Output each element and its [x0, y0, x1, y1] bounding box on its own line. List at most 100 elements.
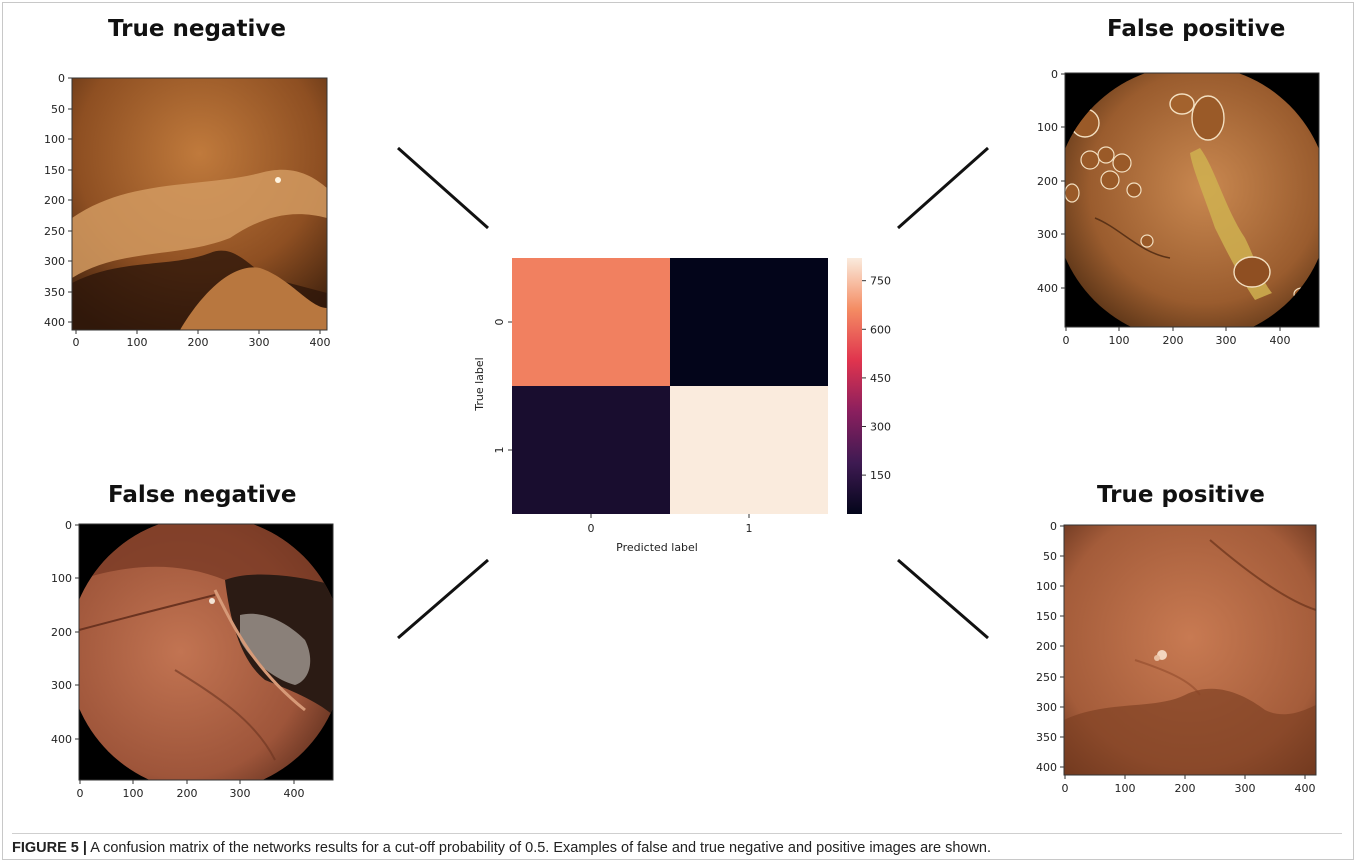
true-positive-xtick: 400	[1295, 782, 1316, 795]
true-positive-panel: 0 50 100 150 200 250 300 350 400 0 100 2…	[1036, 520, 1317, 795]
false-positive-ytick: 0	[1051, 68, 1058, 81]
false-negative-image	[78, 524, 333, 780]
false-positive-title: False positive	[1107, 16, 1286, 42]
false-positive-yticks: 0 100 200 300 400	[1037, 68, 1065, 295]
x-tick-label: 0	[588, 522, 595, 535]
caption-label: FIGURE 5 |	[12, 840, 87, 856]
connector-line-bottom-left	[397, 558, 489, 640]
false-positive-xtick: 400	[1270, 334, 1291, 347]
true-positive-title: True positive	[1097, 482, 1265, 508]
false-negative-xtick: 0	[77, 787, 84, 800]
true-negative-image	[72, 78, 327, 330]
true-negative-axes-frame	[71, 77, 328, 331]
true-positive-ytick: 100	[1036, 580, 1057, 593]
false-negative-xtick: 100	[123, 787, 144, 800]
false-negative-xticks: 0 100 200 300 400	[77, 780, 305, 800]
heatmap-cell	[512, 386, 670, 514]
false-negative-ytick: 100	[51, 572, 72, 585]
connector-line-bottom-right	[897, 558, 989, 640]
colorbar-tick-label: 600	[870, 323, 891, 336]
connector-line-top-right	[897, 146, 989, 230]
false-positive-xtick: 300	[1216, 334, 1237, 347]
false-positive-axes-frame	[1064, 72, 1320, 328]
heatmap-cell	[670, 258, 828, 386]
true-positive-xtick: 100	[1115, 782, 1136, 795]
y-tick-label: 1	[493, 447, 506, 454]
true-negative-ytick: 400	[44, 316, 65, 329]
heatmap-cell	[512, 258, 670, 386]
true-negative-ytick: 100	[44, 133, 65, 146]
true-negative-panel: 0 50 100 150 200 250 300 350 400 0 100 2…	[44, 72, 331, 349]
colorbar-tick-label: 450	[870, 372, 891, 385]
confusion-matrix-xlabel: Predicted label	[616, 541, 698, 554]
true-negative-ytick: 0	[58, 72, 65, 85]
true-negative-xtick: 400	[310, 336, 331, 349]
true-negative-ytick: 50	[51, 103, 65, 116]
true-positive-xtick: 0	[1062, 782, 1069, 795]
false-positive-xtick: 100	[1109, 334, 1130, 347]
confusion-matrix-cells	[512, 258, 828, 514]
colorbar-tick-label: 300	[870, 421, 891, 434]
true-positive-axes-frame	[1063, 524, 1317, 776]
true-negative-xtick: 300	[249, 336, 270, 349]
false-negative-xtick: 200	[177, 787, 198, 800]
true-positive-xticks: 0 100 200 300 400	[1062, 775, 1316, 795]
colorbar	[847, 258, 862, 514]
confusion-matrix-ylabel: True label	[473, 357, 486, 411]
true-positive-xtick: 300	[1235, 782, 1256, 795]
false-negative-xtick: 300	[230, 787, 251, 800]
false-negative-title: False negative	[108, 482, 297, 508]
false-positive-xtick: 0	[1063, 334, 1070, 347]
false-positive-xticks: 0 100 200 300 400	[1063, 327, 1291, 347]
false-negative-xtick: 400	[284, 787, 305, 800]
true-negative-ytick: 350	[44, 286, 65, 299]
colorbar-tick-label: 150	[870, 469, 891, 482]
true-positive-ytick: 200	[1036, 640, 1057, 653]
false-positive-ytick: 400	[1037, 282, 1058, 295]
confusion-matrix-yticks: 01	[493, 319, 512, 454]
false-negative-panel: 0 100 200 300 400 0 100 200 300 400	[51, 520, 334, 800]
true-positive-ytick: 350	[1036, 731, 1057, 744]
false-negative-ytick: 200	[51, 626, 72, 639]
false-positive-ytick: 300	[1037, 228, 1058, 241]
true-negative-xtick: 100	[127, 336, 148, 349]
figure-caption: FIGURE 5 | A confusion matrix of the net…	[12, 833, 1342, 857]
false-positive-ytick: 200	[1037, 175, 1058, 188]
true-positive-ytick: 0	[1050, 520, 1057, 533]
true-negative-ytick: 300	[44, 255, 65, 268]
connector-line-top-left	[397, 146, 489, 230]
true-positive-ytick: 400	[1036, 761, 1057, 774]
x-tick-label: 1	[746, 522, 753, 535]
true-positive-ytick: 150	[1036, 610, 1057, 623]
true-negative-xtick: 0	[73, 336, 80, 349]
true-positive-yticks: 0 50 100 150 200 250 300 350 400	[1036, 520, 1064, 774]
true-positive-xtick: 200	[1175, 782, 1196, 795]
false-positive-panel: 0 100 200 300 400 0 100 200 300 400	[1037, 68, 1320, 347]
true-positive-ytick: 50	[1043, 550, 1057, 563]
true-negative-xtick: 200	[188, 336, 209, 349]
true-negative-xticks: 0 100 200 300 400	[73, 330, 331, 349]
true-negative-ytick: 200	[44, 194, 65, 207]
heatmap-cell	[670, 386, 828, 514]
false-negative-ytick: 0	[65, 520, 72, 532]
colorbar-ticks: 150 300 450 600 750	[862, 275, 891, 482]
false-negative-axes-frame	[78, 523, 334, 781]
true-positive-ytick: 300	[1036, 701, 1057, 714]
caption-text: A confusion matrix of the networks resul…	[86, 840, 992, 856]
true-positive-ytick: 250	[1036, 671, 1057, 684]
true-positive-image	[1064, 525, 1317, 775]
colorbar-tick-label: 750	[870, 275, 891, 288]
true-negative-ytick: 250	[44, 225, 65, 238]
false-positive-image	[1064, 73, 1319, 327]
true-negative-yticks: 0 50 100 150 200 250 300 350 400	[44, 72, 72, 329]
true-negative-title: True negative	[108, 16, 286, 42]
false-negative-ytick: 300	[51, 679, 72, 692]
false-positive-xtick: 200	[1163, 334, 1184, 347]
false-negative-ytick: 400	[51, 733, 72, 746]
false-positive-ytick: 100	[1037, 121, 1058, 134]
true-negative-ytick: 150	[44, 164, 65, 177]
